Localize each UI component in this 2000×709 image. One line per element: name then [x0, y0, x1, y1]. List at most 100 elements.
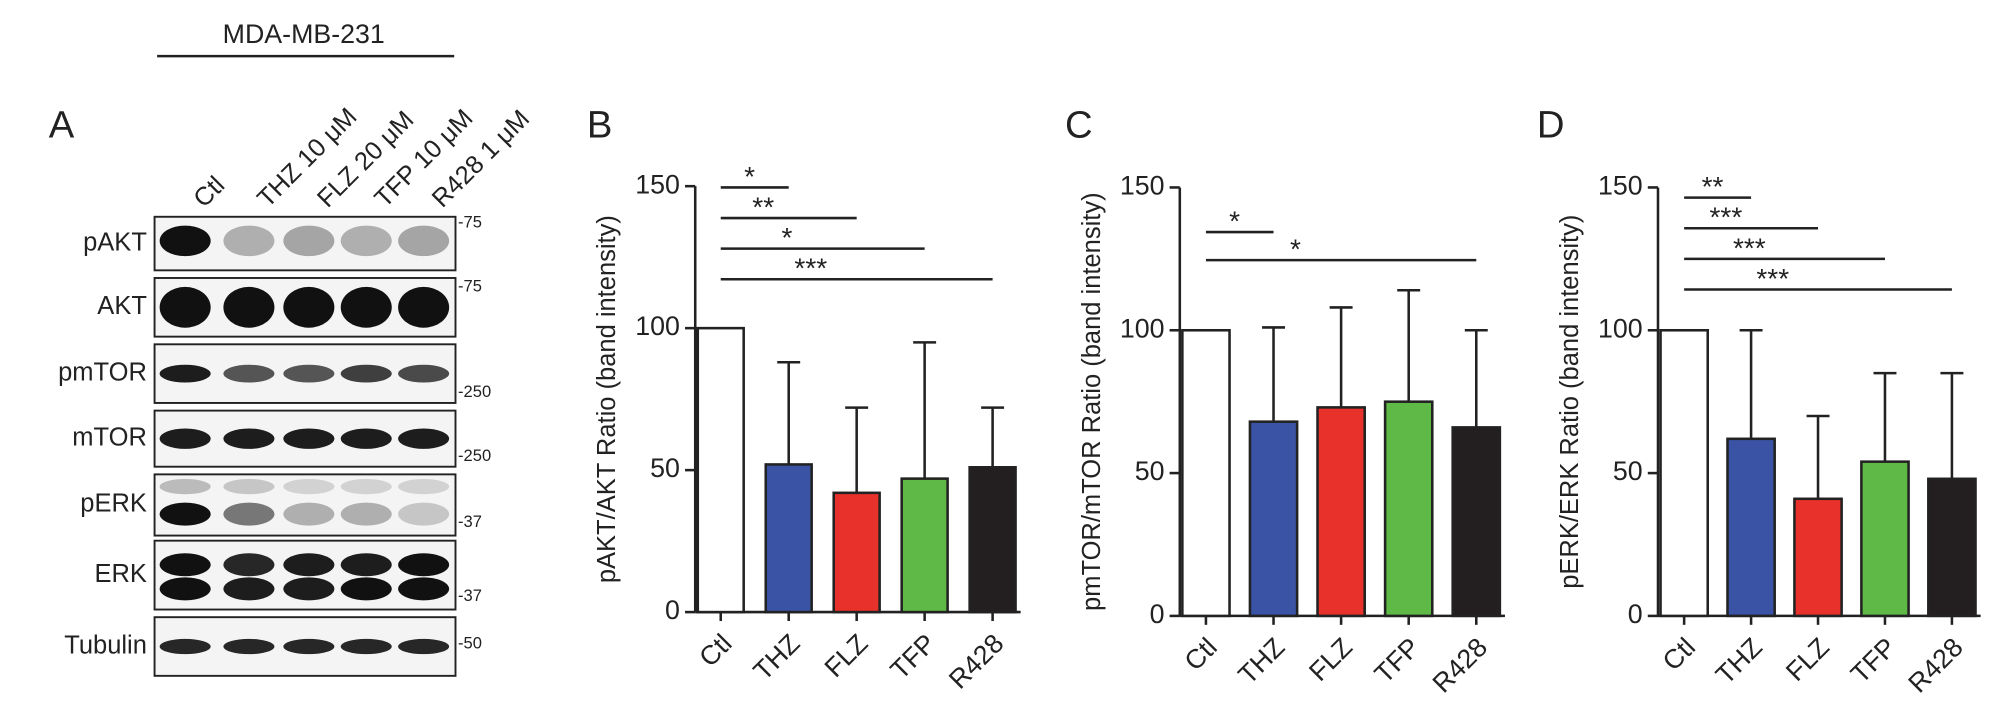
bar: [1726, 437, 1776, 618]
band: [223, 502, 275, 526]
mw-marker: -75: [458, 276, 482, 295]
bar: [696, 326, 745, 614]
band: [223, 225, 275, 257]
y-tick-label: 50: [1135, 456, 1165, 486]
significance-label: *: [1229, 206, 1240, 237]
band: [398, 577, 450, 601]
bar: [1181, 328, 1231, 618]
band: [223, 638, 275, 655]
significance-label: *: [1290, 234, 1301, 265]
significance-label: ***: [1733, 232, 1766, 263]
y-tick-label: 50: [1613, 456, 1643, 486]
mw-marker: -250: [458, 446, 491, 465]
x-tick-label: FLZ: [819, 628, 874, 683]
x-tick-label: TFP: [885, 628, 942, 685]
band: [283, 364, 335, 383]
bar: [1659, 328, 1709, 618]
x-tick-label: FLZ: [1303, 632, 1358, 687]
x-tick-label: THZ: [1232, 632, 1290, 690]
significance-label: *: [744, 161, 755, 192]
band: [283, 428, 335, 449]
row-label: pAKT: [83, 228, 147, 256]
band: [159, 502, 211, 526]
band: [398, 364, 450, 383]
mw-marker: -75: [458, 213, 482, 232]
band: [223, 478, 275, 495]
band: [398, 638, 450, 655]
band: [159, 428, 211, 449]
band: [159, 364, 211, 383]
row-label: ERK: [94, 560, 146, 588]
bar: [1383, 400, 1434, 618]
y-tick-label: 100: [1598, 313, 1643, 343]
x-tick-label: FLZ: [1780, 632, 1835, 687]
y-axis-label: pERK/ERK Ratio (band intensity): [1556, 215, 1584, 589]
band: [283, 502, 335, 526]
significance-label: **: [1702, 171, 1724, 202]
row-label: Tubulin: [64, 631, 147, 659]
band: [340, 225, 392, 257]
row-label: pmTOR: [58, 358, 147, 386]
mw-marker: -250: [458, 382, 491, 401]
significance-label: ***: [794, 253, 827, 284]
band: [340, 553, 392, 577]
band: [159, 553, 211, 577]
band: [223, 553, 275, 577]
panel-label: B: [587, 104, 613, 147]
significance-label: ***: [1756, 263, 1789, 294]
mw-marker: -37: [458, 586, 482, 605]
x-tick-label: TFP: [1369, 632, 1426, 689]
row-label: mTOR: [72, 423, 147, 451]
band: [398, 428, 450, 449]
band: [283, 286, 335, 328]
band: [340, 502, 392, 526]
blot-box: [153, 473, 457, 537]
y-tick-label: 50: [650, 453, 680, 483]
y-tick-label: 150: [1598, 171, 1643, 201]
band: [340, 577, 392, 601]
bar: [1451, 426, 1502, 618]
band: [398, 225, 450, 257]
mw-marker: -50: [458, 633, 482, 652]
x-tick-label: THZ: [748, 628, 806, 686]
y-tick-label: 0: [1150, 599, 1165, 629]
cell-line: MDA-MB-231: [223, 19, 385, 49]
significance-label: **: [752, 192, 774, 223]
row-label: pERK: [80, 490, 147, 518]
bar: [1860, 460, 1910, 618]
band: [283, 225, 335, 257]
x-tick-label: Ctl: [1657, 632, 1701, 676]
bar: [968, 466, 1017, 614]
x-tick-label: R428: [1902, 632, 1968, 698]
x-tick-label: R428: [943, 628, 1009, 694]
y-tick-label: 0: [665, 595, 680, 625]
lane-label: Ctl: [188, 171, 230, 213]
band: [340, 638, 392, 655]
bar: [1793, 497, 1843, 618]
y-axis-label: pmTOR/mTOR Ratio (band intensity): [1078, 192, 1106, 611]
y-tick-label: 150: [1120, 171, 1165, 201]
band: [398, 478, 450, 495]
bar: [900, 477, 949, 614]
mw-marker: -37: [458, 512, 482, 531]
band: [159, 638, 211, 655]
band: [398, 553, 450, 577]
band: [283, 638, 335, 655]
bar: [764, 463, 813, 614]
row-label: AKT: [97, 292, 147, 320]
y-axis-label: pAKT/AKT Ratio (band intensity): [593, 215, 621, 583]
band: [223, 428, 275, 449]
y-tick-label: 0: [1628, 599, 1643, 629]
panel-label: D: [1537, 104, 1565, 147]
panel-label: C: [1065, 104, 1093, 147]
significance-label: ***: [1710, 202, 1743, 233]
band: [283, 577, 335, 601]
y-tick-label: 100: [635, 311, 680, 341]
band: [340, 428, 392, 449]
y-tick-label: 100: [1120, 313, 1165, 343]
significance-label: *: [782, 222, 793, 253]
band: [340, 286, 392, 328]
x-tick-label: Ctl: [693, 628, 737, 672]
bar: [832, 491, 881, 614]
